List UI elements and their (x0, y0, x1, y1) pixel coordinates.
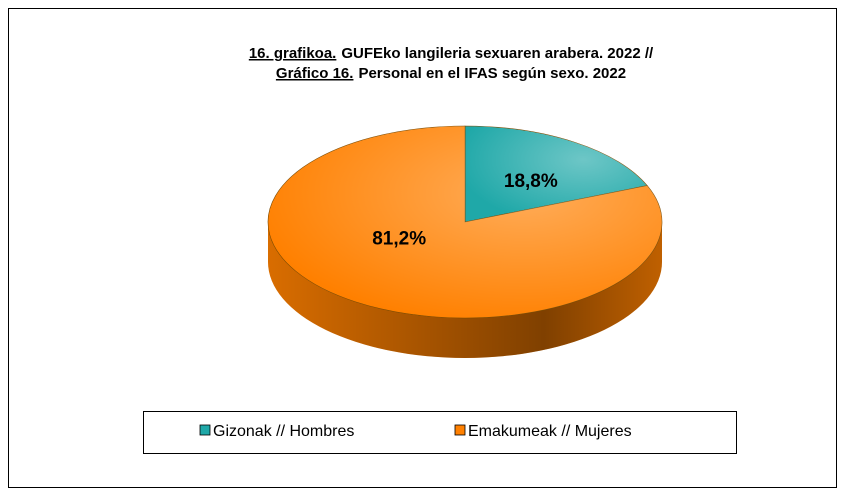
title-label: Gráfico 16. (276, 65, 354, 82)
legend-swatch (199, 424, 211, 436)
pie-slice-shine (465, 126, 648, 222)
title-text: GUFEko langileria sexuaren arabera. 2022… (341, 45, 654, 62)
legend-swatch (454, 424, 466, 436)
legend-box (143, 411, 737, 454)
chart-title-line: 16. grafikoa. GUFEko langileria sexuaren … (249, 45, 654, 62)
pie-side-shade (268, 222, 662, 358)
title-label: 16. grafikoa. (249, 45, 337, 62)
data-label: 81,2% (372, 229, 426, 250)
data-label: 18,8% (504, 171, 558, 192)
pie-slice-shine (267, 126, 662, 318)
chart-title-line: Gráfico 16. Personal en el IFAS según sex… (276, 65, 626, 82)
legend-label: Gizonak // Hombres (213, 423, 354, 440)
title-text: Personal en el IFAS según sexo. 2022 (358, 65, 626, 82)
legend-label: Emakumeak // Mujeres (468, 423, 632, 440)
